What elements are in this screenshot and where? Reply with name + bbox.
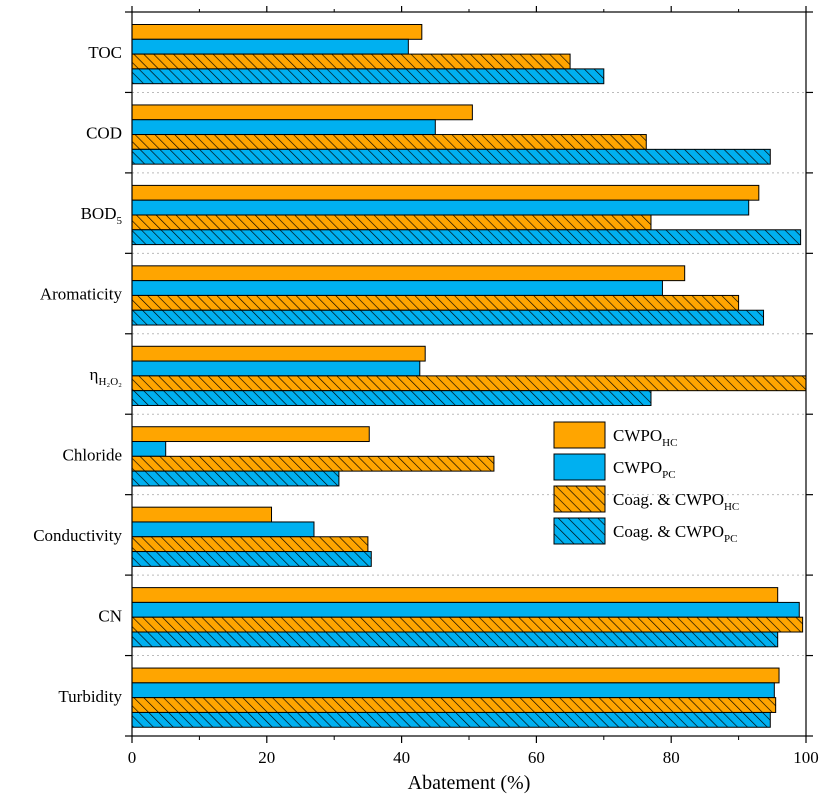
x-axis-title: Abatement (%) bbox=[408, 772, 531, 794]
bars-layer bbox=[131, 24, 807, 728]
bar bbox=[131, 506, 273, 523]
bar bbox=[131, 682, 775, 699]
bar bbox=[131, 587, 779, 603]
bar bbox=[131, 551, 372, 567]
x-tick-label: 40 bbox=[393, 748, 410, 767]
bar bbox=[131, 711, 771, 728]
legend-label: Coag. & CWPOPC bbox=[613, 522, 737, 545]
y-tick-label: Conductivity bbox=[33, 526, 122, 545]
bar bbox=[131, 280, 663, 296]
bar bbox=[131, 455, 495, 472]
bar bbox=[131, 426, 370, 443]
bar bbox=[131, 104, 473, 121]
y-tick-label: ηH₂O₂ bbox=[90, 365, 123, 388]
bar bbox=[131, 119, 436, 136]
x-tick-label: 0 bbox=[128, 748, 137, 767]
bar bbox=[131, 24, 423, 40]
bar bbox=[131, 265, 686, 282]
x-tick-label: 100 bbox=[793, 748, 819, 767]
bar bbox=[131, 68, 605, 85]
bar bbox=[131, 229, 802, 246]
bar bbox=[131, 345, 426, 362]
bar bbox=[131, 53, 571, 70]
y-tick-label: TOC bbox=[88, 43, 122, 62]
y-tick-label: BOD5 bbox=[81, 204, 123, 227]
y-tick-label: Aromaticity bbox=[40, 285, 123, 304]
bar bbox=[131, 521, 315, 538]
x-tick-label: 60 bbox=[528, 748, 545, 767]
bar bbox=[131, 199, 750, 216]
bar bbox=[131, 134, 647, 150]
legend-label: Coag. & CWPOHC bbox=[613, 490, 739, 513]
x-tick-label: 80 bbox=[663, 748, 680, 767]
bar bbox=[131, 390, 652, 406]
bar bbox=[131, 441, 167, 457]
bar bbox=[131, 294, 740, 311]
y-tick-label: Turbidity bbox=[58, 687, 122, 706]
bar bbox=[131, 148, 771, 165]
bar bbox=[131, 631, 779, 648]
bar bbox=[131, 214, 652, 231]
legend-label: CWPOPC bbox=[613, 458, 676, 481]
y-tick-label: Chloride bbox=[63, 445, 123, 464]
x-tick-label: 20 bbox=[258, 748, 275, 767]
bar bbox=[131, 667, 780, 684]
bar bbox=[131, 536, 369, 553]
legend-label: CWPOHC bbox=[613, 426, 677, 449]
ticks-layer bbox=[125, 6, 813, 743]
bar bbox=[131, 309, 765, 326]
bar bbox=[131, 375, 807, 392]
grid-layer bbox=[132, 91, 806, 657]
bar bbox=[131, 601, 800, 618]
legend-swatch bbox=[553, 485, 606, 513]
bar bbox=[131, 470, 340, 487]
legend-swatch bbox=[553, 453, 606, 481]
bar bbox=[131, 184, 760, 201]
labels-layer: 0 20 40 60 80 100 TOC COD BOD5 Aromaticity ηH₂O₂ Ch… bbox=[33, 43, 819, 767]
legend-swatch bbox=[553, 517, 606, 545]
bar bbox=[131, 38, 409, 55]
y-tick-label: CN bbox=[98, 606, 122, 625]
legend: CWPOHC CWPOPC Coag. & CWPOHC Coag. & CWPOPC bbox=[553, 421, 739, 545]
bar bbox=[131, 697, 777, 713]
y-tick-label: COD bbox=[86, 124, 122, 143]
bar bbox=[131, 360, 421, 377]
legend-swatch bbox=[553, 421, 606, 449]
bar bbox=[131, 616, 804, 633]
